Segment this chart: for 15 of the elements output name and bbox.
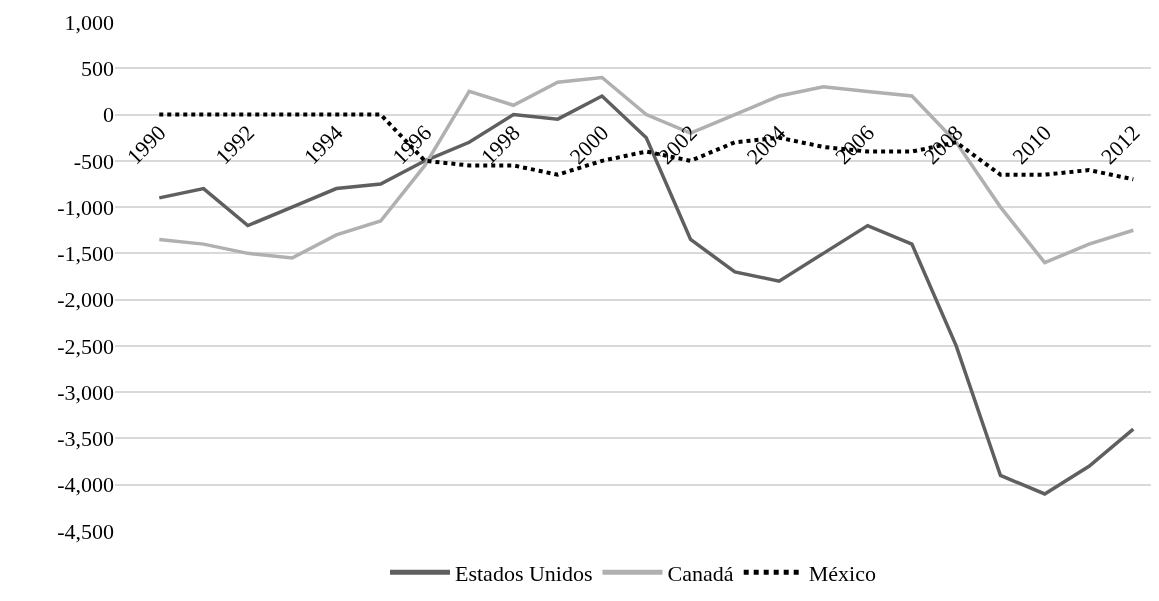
y-tick-label: 0 <box>103 102 114 128</box>
y-tick-label: -3,500 <box>57 426 114 452</box>
legend-label: Canadá <box>667 560 734 586</box>
y-tick-label: 1,000 <box>64 9 114 35</box>
y-tick-label: 500 <box>81 55 114 81</box>
legend-label: México <box>808 560 876 586</box>
y-tick-label: -2,000 <box>57 287 114 313</box>
legend-label: Estados Unidos <box>455 560 593 586</box>
y-tick-label: -4,500 <box>57 518 114 544</box>
y-tick-label: -3,000 <box>57 379 114 405</box>
y-tick-label: -4,000 <box>57 472 114 498</box>
y-tick-label: -1,500 <box>57 241 114 267</box>
y-tick-label: -2,500 <box>57 333 114 359</box>
y-tick-label: -1,000 <box>57 194 114 220</box>
y-tick-label: -500 <box>73 148 114 174</box>
